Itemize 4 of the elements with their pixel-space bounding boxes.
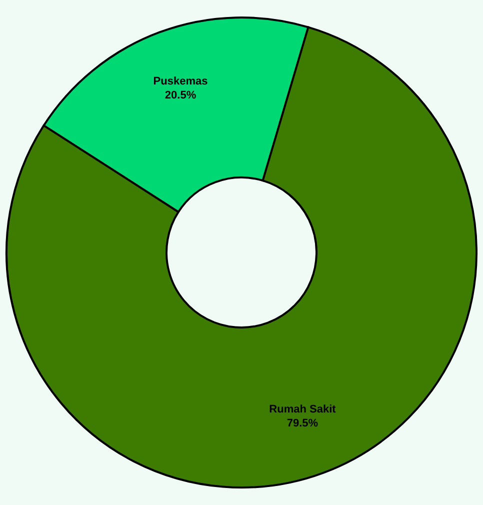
data-label: 79.5% — [286, 418, 318, 430]
data-label: 20.5% — [164, 89, 196, 102]
slice-label: Puskemas — [153, 75, 208, 88]
slice-label: Rumah Sakit — [269, 404, 336, 416]
